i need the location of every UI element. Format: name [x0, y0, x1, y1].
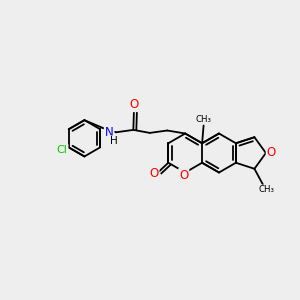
Text: CH₃: CH₃ — [196, 115, 211, 124]
Text: O: O — [149, 167, 159, 180]
Text: N: N — [105, 126, 113, 139]
Text: O: O — [179, 169, 188, 182]
Text: O: O — [267, 146, 276, 160]
Text: CH₃: CH₃ — [258, 185, 274, 194]
Text: O: O — [129, 98, 139, 111]
Text: Cl: Cl — [57, 145, 68, 155]
Text: H: H — [110, 136, 117, 146]
